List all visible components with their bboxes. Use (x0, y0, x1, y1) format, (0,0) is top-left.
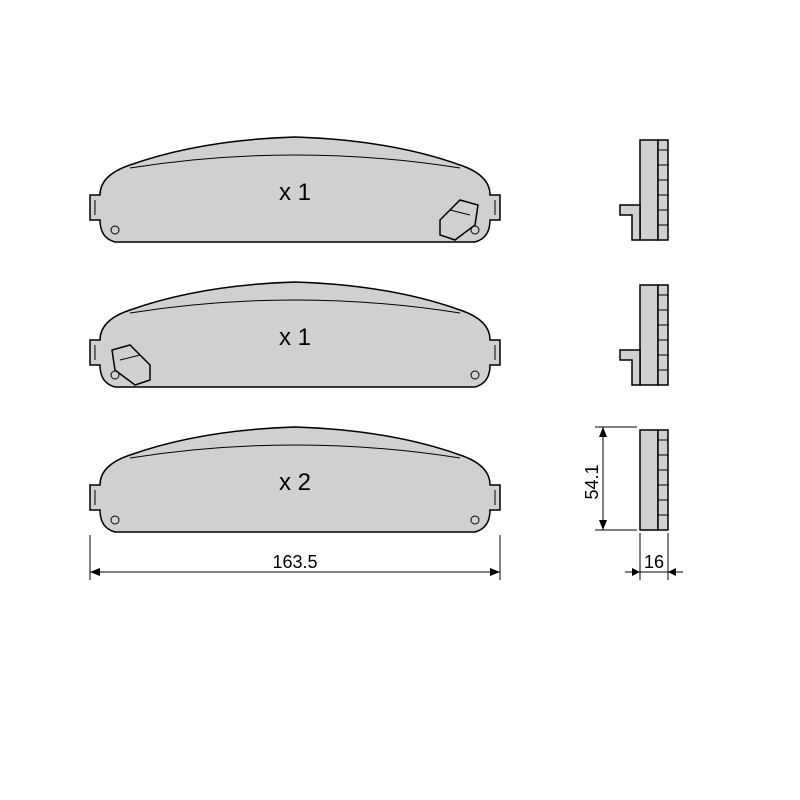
pad-1-front: x 1 (90, 137, 500, 242)
dimension-height: 54.1 (582, 427, 637, 530)
pad-2-side (620, 285, 668, 385)
pad-3-front: x 2 (90, 427, 500, 532)
dimension-width: 163.5 (90, 535, 500, 580)
dim-height-label: 54.1 (582, 464, 602, 499)
pad-2-qty: x 1 (279, 324, 311, 351)
pad-1-side (620, 140, 668, 240)
dimension-thickness: 16 (625, 533, 683, 580)
pad-3-side (640, 430, 668, 530)
dim-thickness-label: 16 (644, 552, 664, 572)
brake-pad-diagram: x 1 x 1 (0, 0, 800, 800)
pad-2-front: x 1 (90, 282, 500, 387)
pad-3-qty: x 2 (279, 469, 311, 496)
dim-width-label: 163.5 (272, 552, 317, 572)
pad-1-qty: x 1 (279, 179, 311, 206)
